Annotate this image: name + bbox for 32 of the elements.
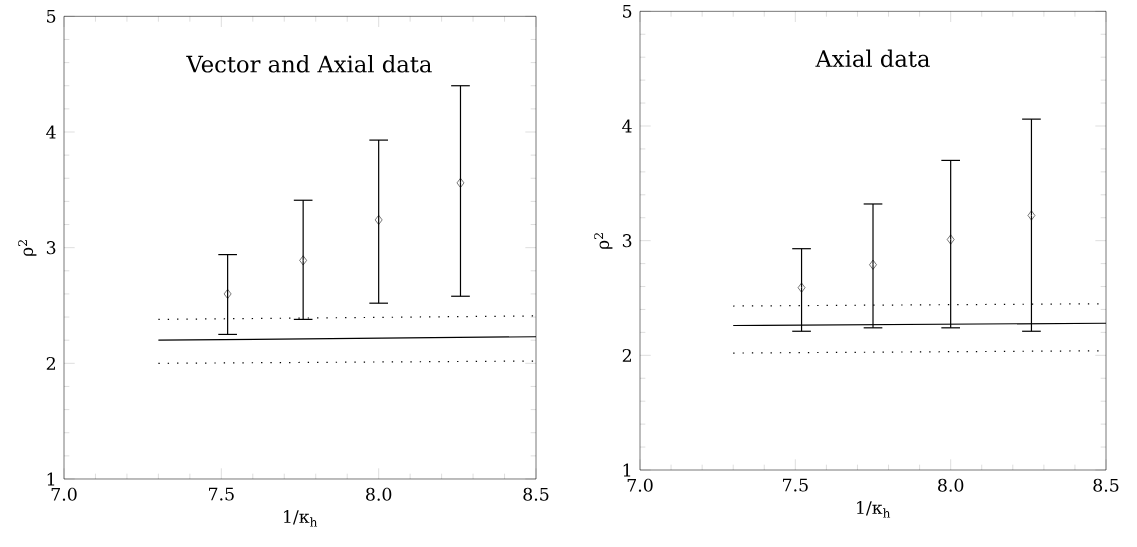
y-tick-label: 1	[47, 472, 55, 486]
y-tick-label: 2	[46, 356, 55, 370]
x-tick-label: 7.5	[783, 478, 808, 492]
y-tick-label: 5	[623, 4, 632, 18]
y-axis-title: ρ$^{2}$	[594, 233, 613, 249]
point	[299, 255, 307, 266]
point	[223, 289, 232, 299]
y-tick-label: 3	[46, 241, 56, 255]
x-axis-title: 1/κ$_{h}$	[284, 509, 318, 527]
point	[1027, 210, 1036, 221]
point	[946, 234, 955, 245]
y-tick-label: 5	[47, 9, 56, 23]
y-tick-label: 4	[46, 125, 56, 139]
y-tick-label: 2	[622, 348, 631, 362]
x-axis-title: 1/κ$_{h}$	[857, 500, 891, 518]
x-tick-label: 8.0	[366, 487, 392, 501]
text: Vector and Axial data	[186, 55, 432, 73]
point	[869, 259, 877, 270]
text: Axial data	[815, 49, 930, 68]
y-axis-title: ρ$^{2}$	[18, 240, 37, 256]
y-tick-label: 1	[623, 463, 631, 477]
y-tick-label: 3	[622, 234, 632, 248]
x-tick-label: 8.0	[938, 478, 964, 492]
point	[374, 214, 383, 225]
x-tick-label: 8.5	[1093, 478, 1119, 492]
point	[456, 177, 465, 188]
point	[797, 282, 806, 293]
x-tick-label: 7.0	[51, 487, 77, 501]
x-tick-label: 8.5	[523, 487, 549, 501]
x-tick-label: 7.0	[627, 478, 653, 492]
y-tick-label: 4	[622, 119, 632, 133]
x-tick-label: 7.5	[209, 487, 234, 501]
